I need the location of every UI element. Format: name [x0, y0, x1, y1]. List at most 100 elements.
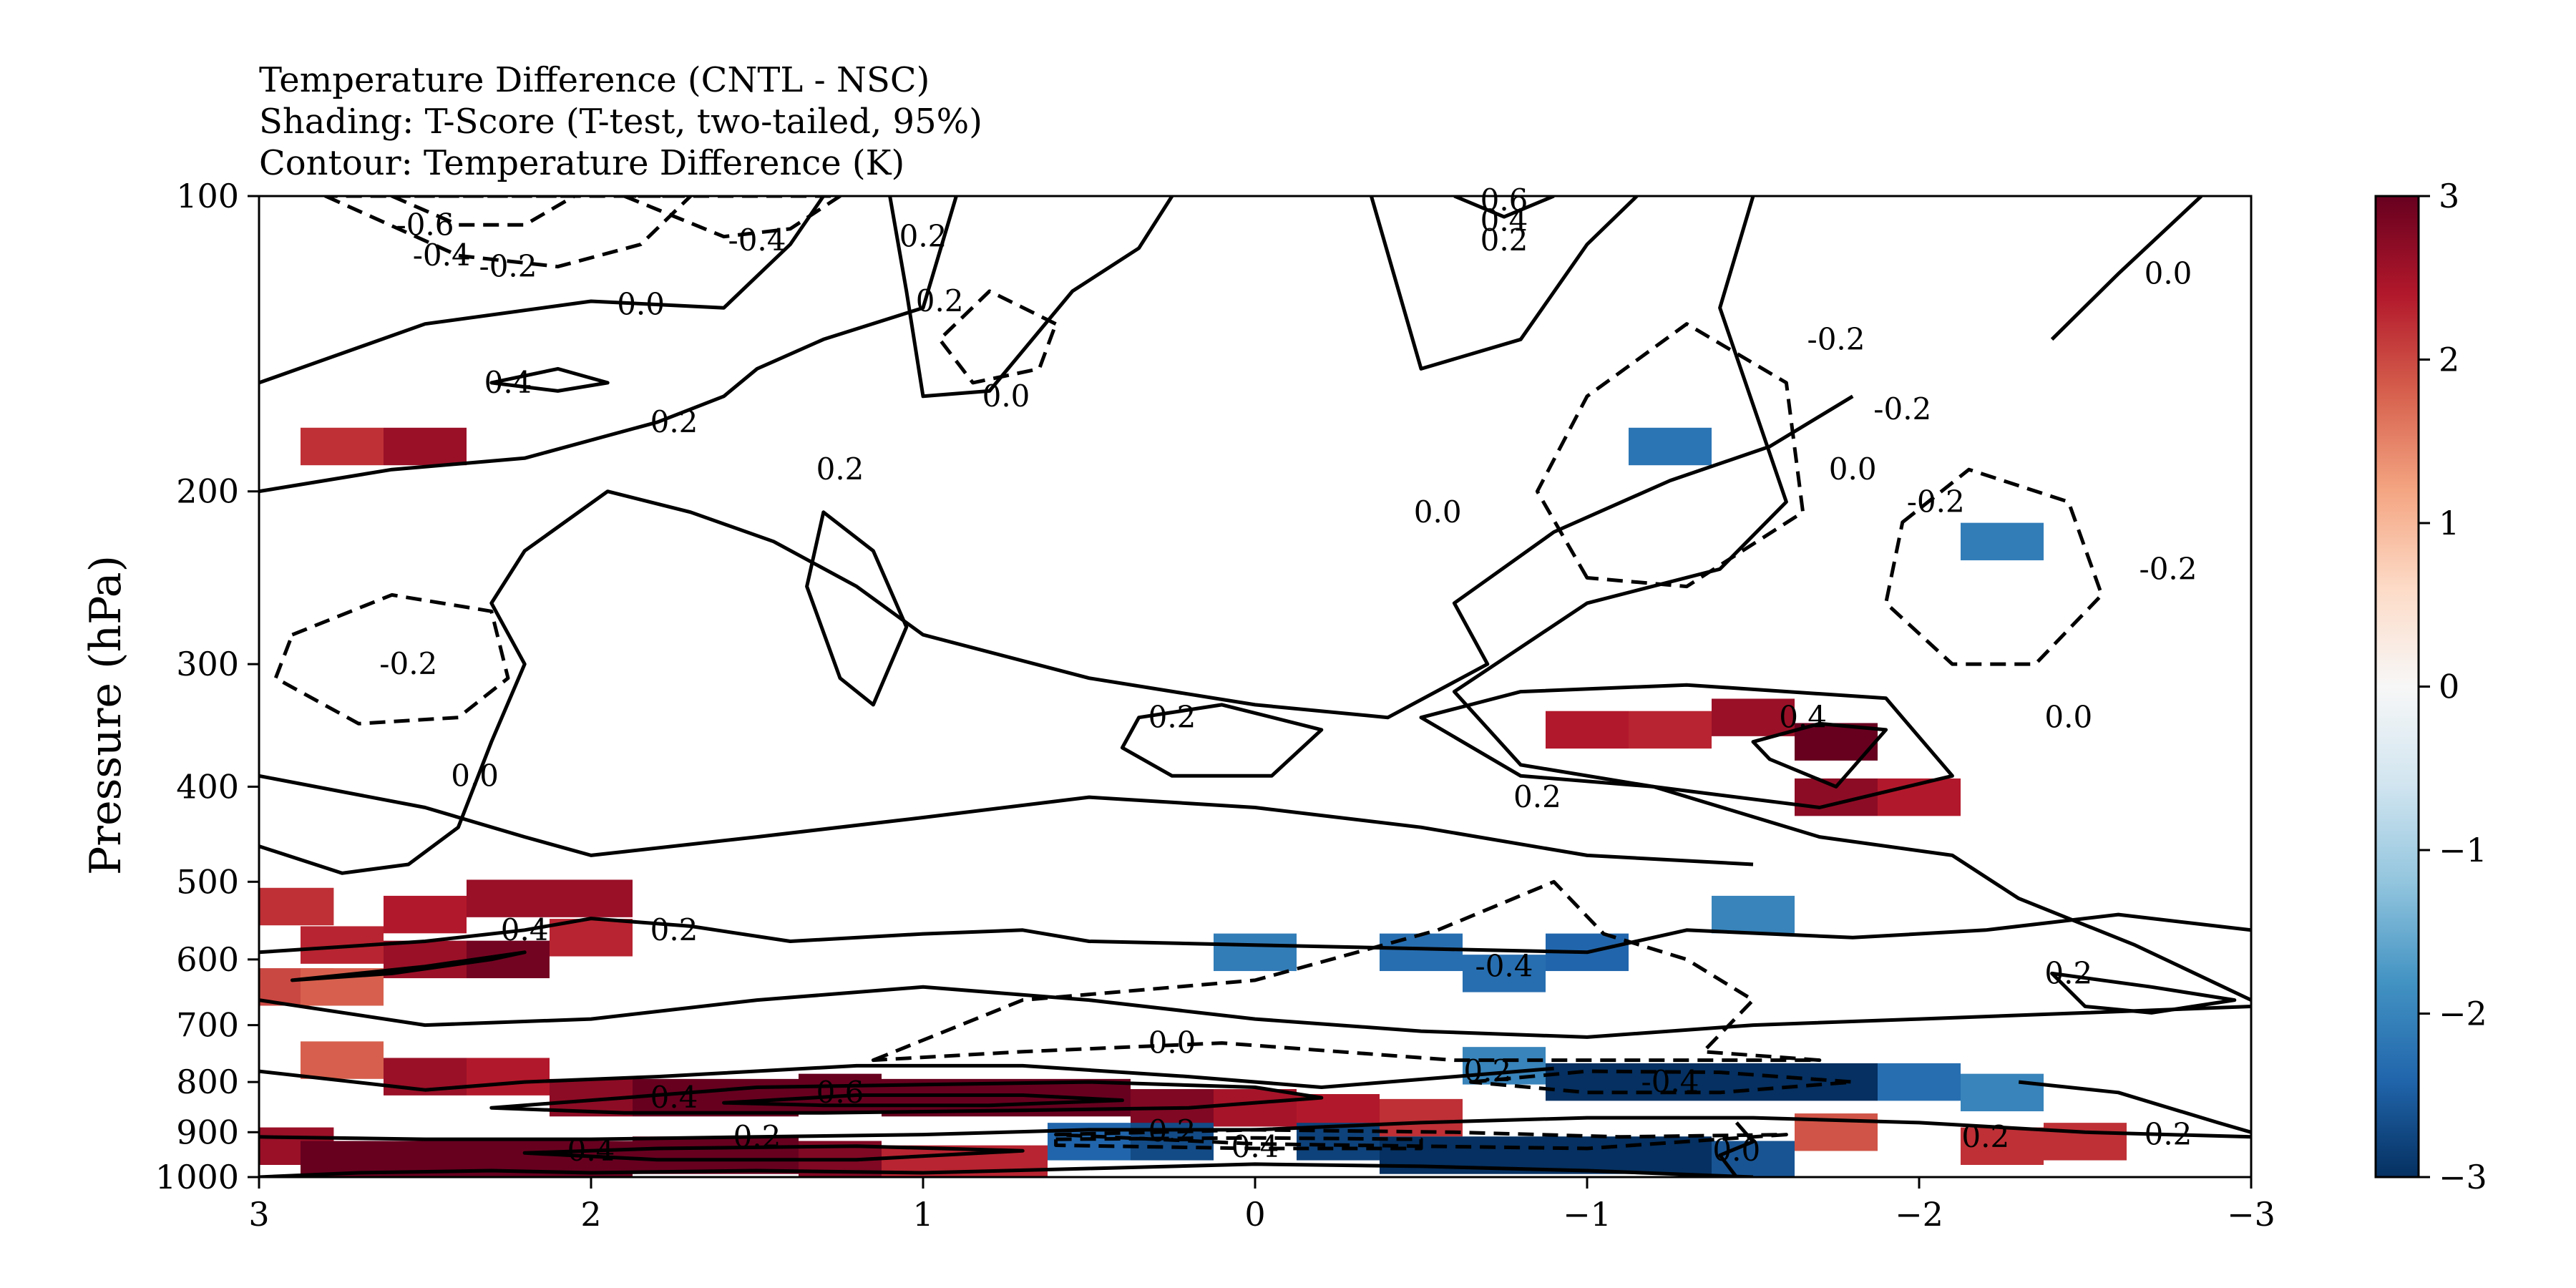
shading-cell [384, 427, 467, 466]
contour-label: 0.6 [1480, 182, 1528, 218]
colorbar-tick-label: 3 [2439, 177, 2459, 215]
contour-line [1054, 1136, 1423, 1151]
shading-cell [1214, 933, 1297, 972]
contour-line [522, 1144, 1025, 1162]
contour-label: 0.2 [1480, 223, 1528, 258]
contour-line [489, 1080, 1324, 1115]
y-tick-label: 400 [176, 767, 239, 806]
shading-cell [1878, 1063, 1961, 1101]
shading-cell [1961, 1127, 2044, 1165]
temperature-contours [259, 196, 2251, 1177]
shading-cell [1712, 698, 1795, 736]
shading-cell [1463, 955, 1546, 992]
shading-cell [1629, 1063, 1712, 1101]
shading-cell [1629, 1136, 1712, 1174]
contour-label: 0.2 [2145, 1117, 2192, 1152]
contour-label: 0.4 [501, 912, 549, 947]
contour-label: 0.2 [1961, 1119, 2009, 1154]
contour-label: -0.2 [479, 249, 537, 284]
shading-cell [2044, 1123, 2127, 1161]
shading-cell [259, 887, 334, 926]
contour-line [805, 510, 909, 707]
shading-cell [1712, 1063, 1795, 1101]
y-tick-label: 800 [176, 1063, 239, 1101]
x-tick-label: −3 [2227, 1195, 2275, 1234]
contour-label: 0.2 [1148, 700, 1196, 735]
contour-label: 0.0 [451, 758, 499, 793]
contour-line [273, 592, 510, 726]
contour-line [2050, 971, 2237, 1015]
colorbar: 3 2 1 0 −1 −2 −3 [2374, 177, 2487, 1196]
contour-line [1718, 1121, 1755, 1177]
contour-line [1369, 196, 1639, 371]
contour-label: 0.4 [484, 365, 532, 400]
y-tick-label: 900 [176, 1113, 239, 1151]
y-axis-label: Pressure (hPa) [81, 555, 131, 875]
contour-label: 0.2 [1148, 1113, 1196, 1148]
contour-label: 0.4 [1779, 700, 1827, 735]
contour-label: -0.2 [379, 646, 437, 681]
shading-cell [1961, 1073, 2044, 1112]
colorbar-tick-label: −2 [2439, 995, 2487, 1033]
y-axis: 100 200 300 400 500 600 700 800 900 1000 [155, 177, 259, 1196]
contour-line [259, 196, 825, 385]
shading-cell [1712, 1141, 1795, 1177]
shading-cell [384, 895, 467, 934]
title-line-1: Temperature Difference (CNTL - NSC) [259, 60, 930, 100]
contour-line [259, 1116, 2251, 1141]
title-line-2: Shading: T-Score (T-test, two-tailed, 95… [259, 102, 982, 142]
shading-cell [1546, 1063, 1629, 1101]
contour-label: -0.6 [396, 207, 454, 242]
y-tick-label: 100 [176, 177, 239, 215]
shading-cell [1629, 711, 1712, 749]
y-tick-label: 200 [176, 472, 239, 511]
x-tick-label: 1 [912, 1195, 933, 1234]
contour-line [259, 196, 958, 494]
contour-line [489, 366, 610, 393]
contour-line [259, 1063, 1554, 1092]
y-tick-label: 1000 [155, 1158, 239, 1196]
shading-cell [550, 879, 633, 917]
shading-cell [467, 879, 550, 917]
contour-line [1751, 721, 1888, 789]
x-tick-label: 3 [248, 1195, 269, 1234]
shading-cell [1214, 1089, 1297, 1127]
colorbar-tick-label: 1 [2439, 504, 2459, 542]
x-tick-label: −2 [1895, 1195, 1943, 1234]
contour-label: 0.4 [567, 1133, 615, 1168]
contour-label: 0.4 [1231, 1129, 1279, 1164]
contour-label: 0.0 [1829, 452, 1877, 487]
contour-label: 0.2 [733, 1119, 781, 1154]
contour-line [2018, 1080, 2251, 1134]
contour-line [1120, 703, 1324, 778]
contour-line [259, 1162, 1754, 1177]
colorbar-tick-label: −3 [2439, 1158, 2487, 1196]
contour-label: 0.2 [816, 452, 864, 487]
shading-cell [716, 1136, 799, 1174]
shading-cell [1380, 933, 1463, 972]
contour-line [1884, 467, 2104, 666]
contour-line [1419, 683, 1954, 809]
colorbar-ticks: 3 2 1 0 −1 −2 −3 [2419, 177, 2487, 1196]
shading-cell [1629, 427, 1712, 466]
colorbar-tick-label: 0 [2439, 668, 2459, 706]
contour-label: 0.0 [617, 287, 665, 322]
contour-label: 0.6 [816, 1075, 864, 1110]
contour-line [1453, 196, 1555, 219]
contour-label: 0.0 [2145, 256, 2192, 291]
shading-cell [1546, 1136, 1629, 1174]
y-tick-label: 300 [176, 645, 239, 683]
y-tick-label: 500 [176, 862, 239, 901]
contour-label: -0.4 [1475, 949, 1533, 984]
contour-line [888, 196, 1174, 399]
contour-label: -0.4 [1641, 1064, 1699, 1099]
x-axis: 3 2 1 0 −1 −2 −3 [248, 1177, 2275, 1234]
shading-cell [301, 427, 384, 466]
contour-label: 0.0 [1148, 1025, 1196, 1060]
chart-title: Temperature Difference (CNTL - NSC) Shad… [259, 60, 982, 183]
contour-line [1452, 196, 2251, 1002]
contour-label: 0.2 [2044, 955, 2092, 990]
contour-label: 0.2 [916, 283, 964, 318]
contour-line [2050, 196, 2203, 341]
